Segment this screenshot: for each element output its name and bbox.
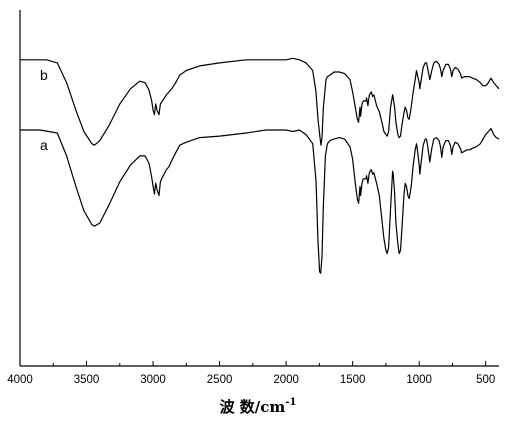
series-line-a [20, 127, 500, 274]
x-tick-label: 2000 [273, 374, 299, 386]
series-line-b [20, 57, 500, 146]
x-tick-label: 2500 [207, 374, 233, 386]
x-axis-title-text: 波 数/cm [220, 398, 286, 416]
x-tick-label: 3000 [140, 374, 166, 386]
series-labels: ba [40, 67, 48, 153]
x-axis-title: 波 数/cm-1 [220, 397, 297, 416]
x-axis-title-superscript: -1 [285, 397, 296, 408]
series-group [20, 57, 500, 274]
x-ticks: 4000 3500 3000 2500 2000 1500 1000 500 [7, 361, 495, 386]
x-tick-label: 4000 [7, 374, 33, 386]
series-label-b: b [40, 67, 48, 83]
x-tick-label: 1000 [406, 374, 432, 386]
x-tick-label: 500 [476, 374, 495, 386]
x-tick-label: 1500 [340, 374, 366, 386]
series-label-a: a [40, 137, 48, 153]
x-tick-label: 3500 [74, 374, 100, 386]
